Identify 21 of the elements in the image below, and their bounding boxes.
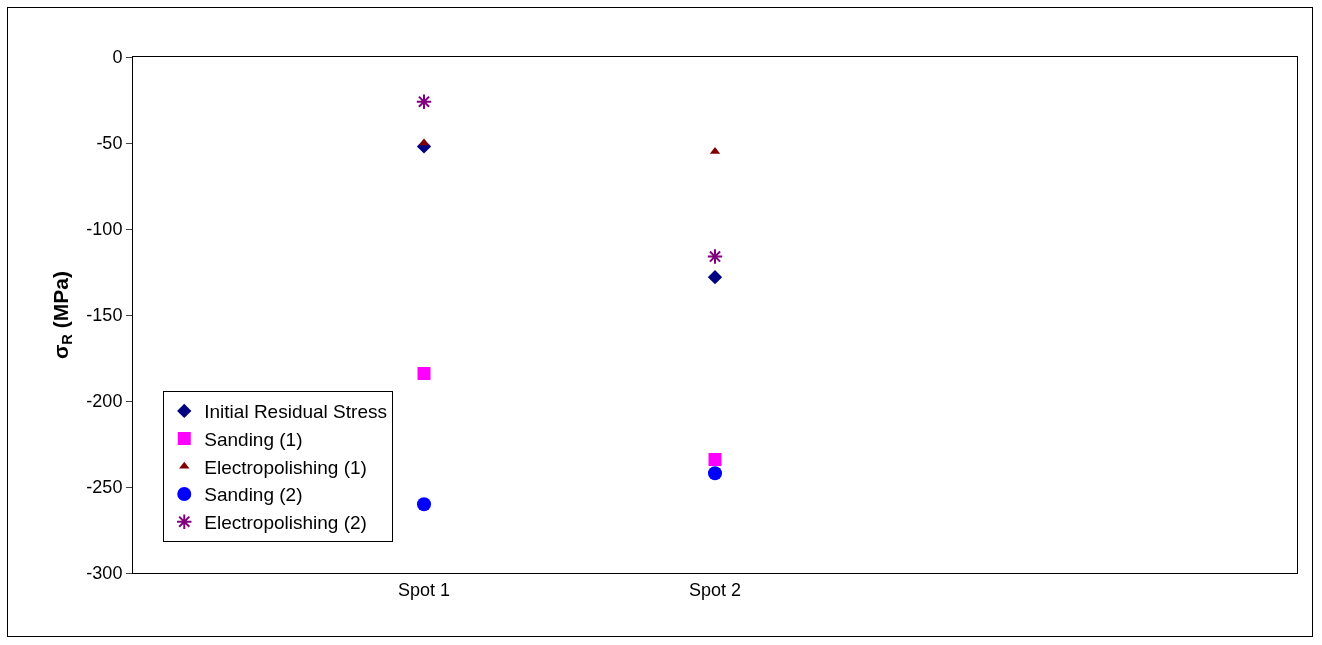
point: [708, 452, 722, 466]
y-tick-label: -300: [86, 563, 123, 584]
legend-label: Sanding (2): [204, 484, 303, 506]
point: [708, 466, 722, 481]
point: [415, 93, 433, 110]
point: [706, 248, 724, 265]
y-tick-label: -200: [86, 391, 123, 412]
y-tick-label: 0: [112, 47, 123, 68]
y-tick-label: -100: [86, 219, 123, 240]
y-tick-label: -150: [86, 305, 123, 326]
legend-label: Initial Residual Stress: [204, 401, 387, 423]
legend-label: Sanding (1): [204, 429, 303, 450]
legend-label: Electropolishing (2): [204, 512, 367, 534]
point: [417, 497, 431, 512]
point: [417, 366, 431, 380]
x-tick-label: Spot 1: [397, 579, 451, 600]
y-tick-label: -50: [96, 133, 123, 154]
y-tick-label: -250: [86, 477, 123, 498]
x-tick-label: Spot 2: [688, 579, 742, 600]
point: [707, 270, 723, 285]
legend-label: Electropolishing (1): [204, 456, 367, 478]
